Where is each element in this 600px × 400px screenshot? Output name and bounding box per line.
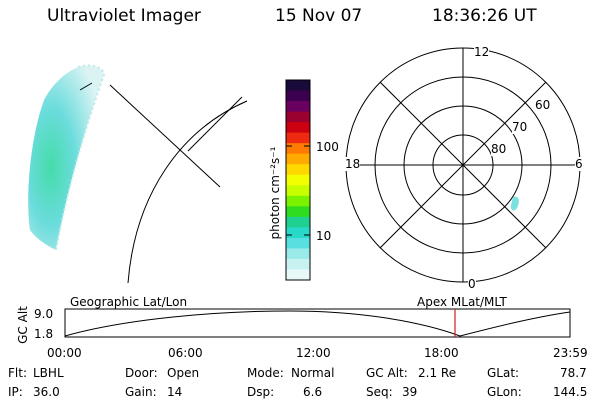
gain-label: Gain: [125, 385, 157, 399]
colorbar-segment [286, 185, 310, 197]
altitude-axis-label: GC Alt [16, 306, 30, 344]
colorbar-segment [286, 248, 310, 260]
colorbar-segment [286, 80, 310, 92]
colorbar-segment [286, 153, 310, 165]
geo-grid-line [109, 84, 221, 188]
colorbar-tick-100: 100 [316, 140, 339, 154]
gcalt-value: 2.1 Re [418, 366, 457, 380]
mlt-label-6: 6 [575, 157, 583, 171]
mode-value: Normal [291, 366, 335, 380]
altitude-xtick-2359: 23:59 [553, 346, 588, 360]
colorbar-segment [286, 227, 310, 239]
altitude-xtick-0600: 06:00 [168, 346, 203, 360]
colorbar [285, 79, 311, 281]
ip-label: IP: [8, 385, 23, 399]
colorbar-segment [286, 195, 310, 207]
polar-aurora-blob [510, 196, 519, 211]
seq-label: Seq: [366, 385, 393, 399]
altitude-ytick-9: 9.0 [34, 307, 54, 321]
lat-label-80: 80 [491, 142, 507, 156]
altitude-xtick-1200: 12:00 [296, 346, 331, 360]
altitude-curve [64, 310, 571, 337]
instrument-title: Ultraviolet Imager [47, 6, 201, 26]
colorbar-segment [286, 206, 310, 218]
aurora-crescent [28, 65, 105, 250]
glon-label: GLon: [487, 385, 522, 399]
dsp-label: Dsp: [247, 385, 275, 399]
dsp-value: 6.6 [303, 385, 323, 399]
colorbar-segment [286, 122, 310, 134]
altitude-xtick-1800: 18:00 [424, 346, 459, 360]
altitude-plot [64, 308, 571, 338]
flt-label: Flt: [8, 366, 27, 380]
colorbar-segment [286, 164, 310, 176]
lat-label-70: 70 [512, 120, 528, 134]
altitude-left-title: Geographic Lat/Lon [70, 295, 188, 309]
colorbar-segment [286, 132, 310, 144]
mode-label: Mode: [247, 366, 284, 380]
mlt-label-0: 0 [468, 277, 476, 291]
colorbar-segment [286, 258, 310, 270]
flt-value: LBHL [33, 366, 64, 380]
door-label: Door: [125, 366, 158, 380]
colorbar-segment [286, 174, 310, 186]
door-value: Open [167, 366, 200, 380]
colorbar-unit-label: photon cm⁻²s⁻¹ [268, 146, 282, 240]
geo-grid-line [187, 96, 243, 152]
glat-label: GLat: [487, 366, 520, 380]
colorbar-segment [286, 216, 310, 228]
polar-plot [345, 47, 581, 283]
seq-value: 39 [402, 385, 418, 399]
altitude-xtick-0000: 00:00 [47, 346, 82, 360]
date-label: 15 Nov 07 [275, 6, 363, 26]
glat-value: 78.7 [560, 366, 587, 380]
colorbar-segment [286, 237, 310, 249]
mlt-label-18: 18 [345, 157, 361, 171]
mlt-label-12: 12 [474, 45, 490, 59]
colorbar-tick-10: 10 [316, 229, 332, 243]
ip-value: 36.0 [33, 385, 60, 399]
gain-value: 14 [167, 385, 183, 399]
altitude-ytick-1_8: 1.8 [34, 327, 54, 341]
altitude-right-title: Apex MLat/MLT [417, 295, 507, 309]
colorbar-segment [286, 90, 310, 102]
geographic-image-panel [28, 64, 248, 284]
lat-label-60: 60 [535, 98, 551, 112]
gcalt-label: GC Alt: [366, 366, 408, 380]
colorbar-segment [286, 111, 310, 123]
glon-value: 144.5 [553, 385, 588, 399]
colorbar-segment [286, 143, 310, 155]
colorbar-segment [286, 269, 310, 281]
geo-grid-curve [127, 100, 248, 284]
time-label: 18:36:26 UT [432, 6, 537, 26]
colorbar-segment [286, 101, 310, 113]
